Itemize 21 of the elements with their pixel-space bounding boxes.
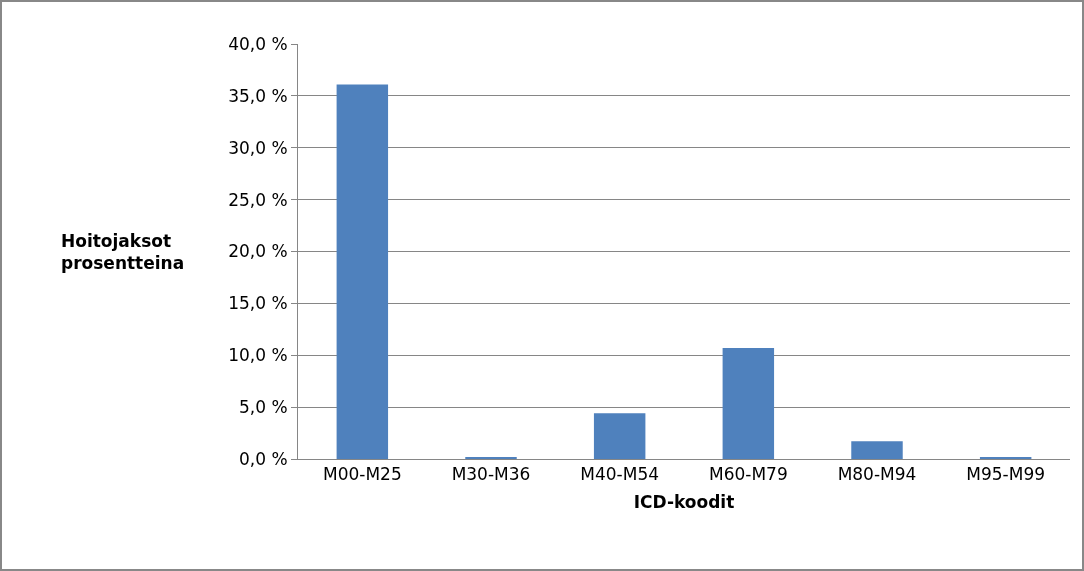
x-tick-label: M30-M36 <box>451 464 531 485</box>
bar <box>336 84 389 459</box>
bar <box>851 441 903 459</box>
x-axis-title: ICD-koodit <box>633 491 735 512</box>
y-tick-label: 20,0 % <box>228 241 288 262</box>
y-tick-label: 25,0 % <box>228 189 288 210</box>
y-tick-label: 40,0 % <box>228 33 288 54</box>
bar <box>722 347 775 459</box>
bar <box>593 413 646 459</box>
x-tick-label: M60-M79 <box>708 464 788 485</box>
y-tick-label: 35,0 % <box>228 85 288 106</box>
y-tick-label: 0,0 % <box>239 448 288 469</box>
y-tick-label: 10,0 % <box>228 345 288 366</box>
x-tick-label: M95-M99 <box>966 464 1046 485</box>
y-tick-label: 15,0 % <box>228 293 288 314</box>
y-tick-label: 5,0 % <box>239 397 288 418</box>
x-tick-label: M40-M54 <box>580 464 660 485</box>
y-axis-title: Hoitojaksot prosentteina <box>61 231 185 274</box>
x-tick-label: M80-M94 <box>837 464 917 485</box>
y-tick-label: 30,0 % <box>228 137 288 158</box>
x-tick-label: M00-M25 <box>322 464 402 485</box>
